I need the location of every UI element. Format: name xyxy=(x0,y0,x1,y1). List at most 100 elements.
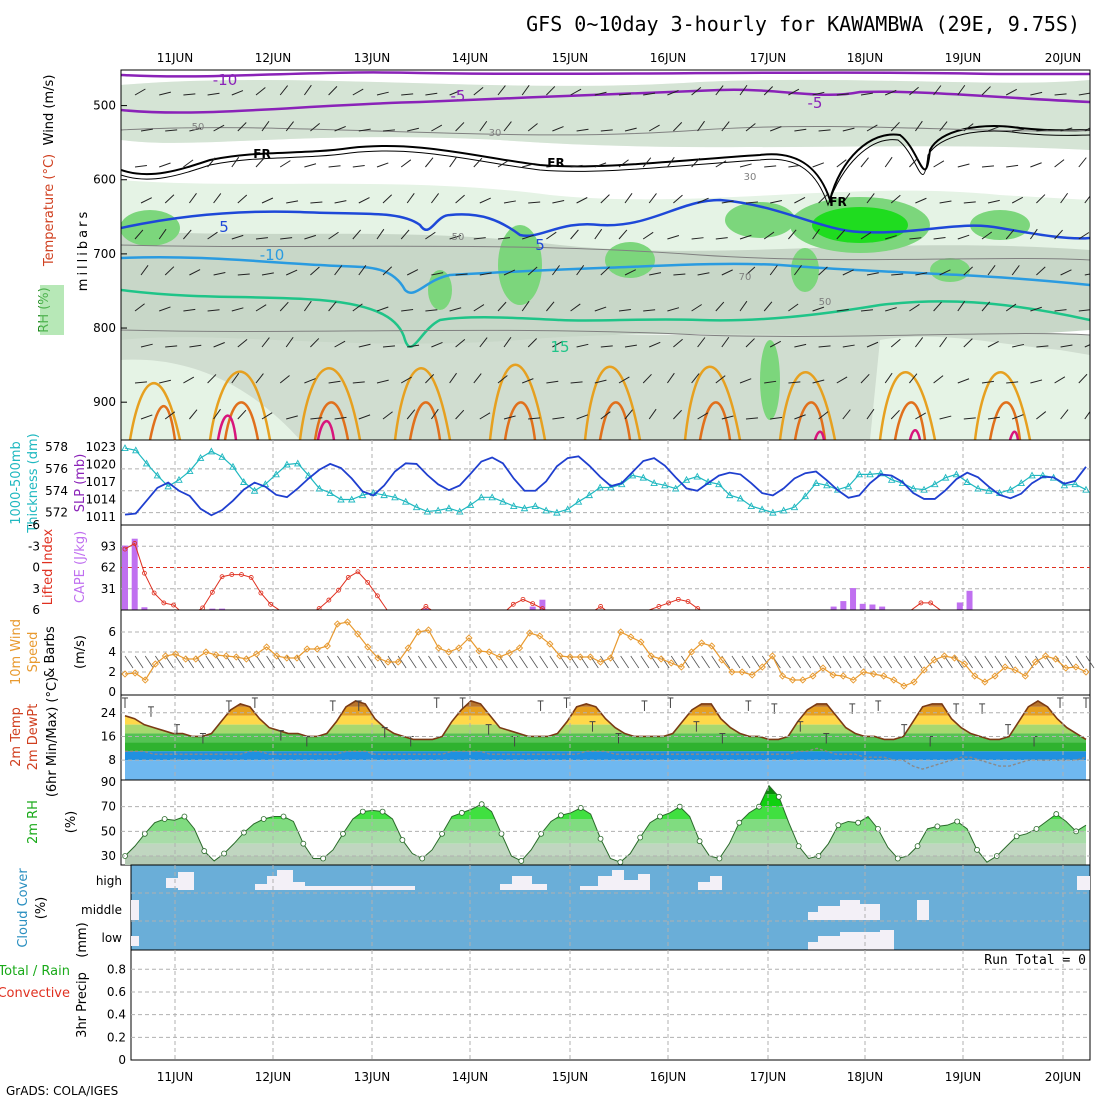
wind-barb xyxy=(455,273,468,276)
wind-barb xyxy=(739,234,752,240)
wind-barb xyxy=(842,344,855,348)
wind-speed-point xyxy=(252,650,261,658)
wind-barb xyxy=(673,338,683,348)
wind-barb xyxy=(165,129,178,132)
wind-barb xyxy=(479,120,488,132)
wind-barb xyxy=(546,231,557,240)
rh-point xyxy=(775,793,782,800)
wind-barb xyxy=(328,86,338,96)
millibars-label: millibars xyxy=(76,209,91,291)
wind-barb xyxy=(358,343,371,348)
cape-bar xyxy=(422,608,429,610)
date-label-bottom: 12JUN xyxy=(255,1070,292,1084)
wind-barb xyxy=(866,341,879,348)
wind-barb xyxy=(158,228,167,240)
wind-speed-point xyxy=(374,654,382,662)
wind-barb xyxy=(866,272,879,276)
wind-speed-point xyxy=(1031,658,1040,666)
wind-barb xyxy=(285,269,298,276)
precip-tick-label: 0.2 xyxy=(107,1030,126,1044)
wind-speed-point xyxy=(859,668,868,676)
wind-speed-point xyxy=(333,620,342,628)
wind-barb xyxy=(280,237,293,240)
wind-barb-10m xyxy=(407,655,417,669)
wind-barb xyxy=(213,342,225,348)
rh-band xyxy=(125,843,1086,856)
rh-point xyxy=(181,813,188,820)
wind-barb xyxy=(310,266,320,276)
wind-barb-10m xyxy=(134,655,144,669)
wind-barb xyxy=(715,301,725,312)
wind-barb-10m xyxy=(266,655,275,669)
wind-barb xyxy=(400,159,412,168)
wind-barb xyxy=(285,121,294,132)
wind-barb xyxy=(503,269,516,276)
wind-speed-point xyxy=(384,658,392,666)
slp-line xyxy=(124,455,1087,517)
wind-barb-10m xyxy=(782,655,791,669)
upper-axis-title: Wind (m/s) Temperature (°C) RH (%) milli… xyxy=(37,75,91,335)
wind-barb xyxy=(649,341,661,348)
rh2m-label: 2m RH xyxy=(26,800,41,844)
contour-label: 30 xyxy=(489,128,502,139)
temp-label-1: 2m Temp xyxy=(9,707,24,767)
lifted-index-point xyxy=(326,597,332,603)
wind-barb xyxy=(400,376,412,384)
rh-point xyxy=(597,835,604,842)
wind-barb xyxy=(624,127,637,132)
contour-label: 30 xyxy=(744,172,757,183)
rh-point xyxy=(914,843,921,850)
wind-barb xyxy=(860,157,869,168)
wind-barb xyxy=(255,373,264,384)
wind-barb xyxy=(1054,159,1065,168)
wind-speed-point xyxy=(657,655,665,663)
wind-speed-point xyxy=(869,670,878,678)
wind-barb xyxy=(842,192,851,204)
wind-speed-point xyxy=(981,678,989,686)
wind-barb xyxy=(866,408,875,420)
wind-barb-10m xyxy=(539,655,549,669)
date-label-top: 16JUN xyxy=(650,51,687,65)
wind-barb xyxy=(473,373,482,384)
wind-barb xyxy=(987,126,1000,132)
thickness-point xyxy=(1006,485,1015,493)
precip-label-total: Total / Rain xyxy=(0,964,70,979)
wind-barb xyxy=(691,157,701,168)
temp-band xyxy=(125,724,1086,734)
wind-barb xyxy=(836,159,847,168)
wind-barb xyxy=(546,301,555,312)
panel-temperature: 24 16 8 2m Temp 2m DewPt (6hr Min/Max) (°C… xyxy=(9,677,1091,797)
lifted-index-point xyxy=(219,574,225,580)
wind-barb-10m xyxy=(549,655,559,669)
wind-barb-10m xyxy=(832,655,842,669)
thickness-point xyxy=(866,470,874,478)
wind-barb-10m xyxy=(579,655,589,669)
wind-barb-10m xyxy=(1075,655,1085,669)
thickness-point xyxy=(823,481,831,489)
wind-barb xyxy=(503,200,516,204)
wind-barb xyxy=(376,379,389,384)
thickness-point xyxy=(952,470,961,478)
thickness-point xyxy=(801,492,810,500)
upper-wind-barbs xyxy=(134,84,1090,420)
wind-barb xyxy=(189,127,202,132)
thickness-point xyxy=(736,494,745,502)
wind-barb xyxy=(261,412,273,420)
wind-barb-10m xyxy=(326,655,336,669)
wind-speed-point xyxy=(525,629,534,637)
thickness-point xyxy=(790,503,799,511)
wind-barb xyxy=(140,343,153,348)
wind-barb xyxy=(1006,381,1019,384)
wind-barb xyxy=(763,301,773,312)
thickness-point xyxy=(725,491,734,499)
wind-barb xyxy=(836,309,849,312)
wind-speed-point xyxy=(576,653,584,661)
wind-barb-10m xyxy=(256,655,265,669)
cape-bar xyxy=(850,588,857,610)
precip-tick-label: 0.4 xyxy=(107,1008,126,1022)
thickness-point xyxy=(509,502,518,510)
rh-point xyxy=(458,809,465,816)
wind-barb-10m xyxy=(994,655,1004,669)
wind-barb-10m xyxy=(701,655,710,669)
wind-speed-point xyxy=(1021,672,1029,680)
